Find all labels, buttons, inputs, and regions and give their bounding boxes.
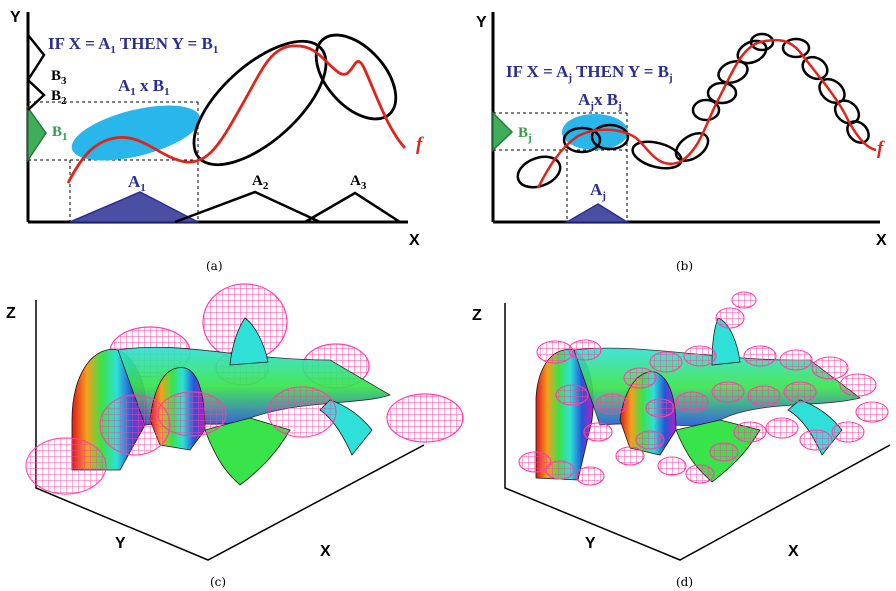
a1xb1-patch — [71, 105, 201, 161]
b1-label: B1 — [52, 124, 68, 143]
rule-text: IF X = A1 THEN Y = B1 — [48, 34, 218, 56]
aj-membership — [564, 203, 630, 223]
a3-membership — [304, 191, 401, 224]
a3-label: A3 — [350, 173, 367, 192]
wireframe-ellipsoid-chain — [518, 291, 889, 486]
rule-ellipse-3 — [314, 33, 398, 121]
b3-label: B3 — [51, 68, 67, 87]
panel-c: Z Y X (c) — [6, 283, 464, 589]
caption-a: (a) — [206, 259, 223, 273]
y-axis-label: Y — [10, 9, 21, 26]
y-axis-label: Y — [585, 535, 596, 552]
b2-b3-membership — [26, 34, 46, 111]
rule-ellipse-chain — [516, 32, 870, 189]
function-curve — [66, 44, 407, 184]
a1-membership — [69, 191, 199, 223]
caption-c: (c) — [210, 575, 226, 589]
wireframe-ellipsoids-front — [25, 386, 337, 495]
panel-a: Y X IF X = A1 THEN Y = B1 A1 x B1 B — [10, 9, 424, 273]
f-label: f — [877, 138, 885, 159]
panel-b: Y X — [476, 12, 887, 273]
x-axis-label: X — [320, 543, 331, 560]
x-axis-label: X — [409, 232, 420, 249]
aj-label: Aj — [590, 180, 606, 202]
3d-axes — [35, 300, 425, 561]
z-axis-label: Z — [472, 307, 482, 324]
product-label: A1 x B1 — [118, 76, 170, 98]
z-axis-label: Z — [6, 305, 16, 322]
b2-label: B2 — [51, 88, 67, 107]
bj-label: Bj — [518, 125, 532, 144]
rule-text: IF X = Aj THEN Y = Bj — [506, 62, 673, 84]
x-axis-label: X — [876, 232, 887, 249]
caption-d: (d) — [676, 575, 693, 589]
a2-membership — [174, 190, 321, 224]
y-axis-label: Y — [115, 535, 126, 552]
bj-membership — [492, 111, 514, 152]
f-label: f — [416, 134, 424, 155]
a2-label: A2 — [252, 173, 269, 192]
b1-membership — [27, 105, 47, 163]
function-curve — [536, 38, 877, 189]
rule-ellipse-2 — [192, 39, 328, 167]
3d-axes — [504, 303, 891, 561]
caption-b: (b) — [676, 259, 693, 273]
a1-label: A1 — [128, 172, 146, 194]
product-label: Ajx Bj — [578, 90, 622, 112]
y-axis-label: Y — [476, 14, 487, 31]
panel-d: Z Y X — [472, 291, 891, 589]
x-axis-label: X — [788, 543, 799, 560]
